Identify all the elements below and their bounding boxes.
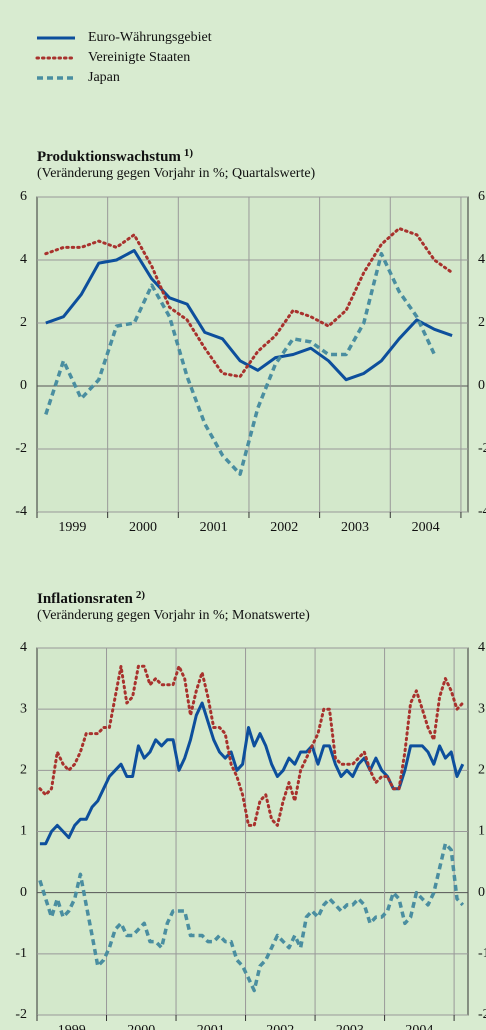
y2-tick-label: 0 <box>478 885 485 900</box>
y2-tick-label: 3 <box>478 701 485 716</box>
chart-title: Produktionswachstum 1) <box>37 147 193 166</box>
chart-subtitle: (Veränderung gegen Vorjahr in %; Monatsw… <box>37 608 310 623</box>
footnote-mark: 1) <box>184 147 194 159</box>
y-tick-label: -4 <box>15 504 27 519</box>
x-tick-label: 2004 <box>412 520 440 535</box>
y2-tick-label: 6 <box>478 189 485 204</box>
y2-tick-label: 2 <box>478 763 485 778</box>
x-tick-label: 2001 <box>197 1023 225 1030</box>
x-tick-label: 2004 <box>405 1023 433 1030</box>
y2-tick-label: 4 <box>478 640 485 655</box>
x-tick-label: 2001 <box>200 520 228 535</box>
y-tick-label: 4 <box>20 640 27 655</box>
y-tick-label: 2 <box>20 315 27 330</box>
y-tick-label: -2 <box>15 1007 27 1022</box>
x-tick-label: 2002 <box>270 520 298 535</box>
footnote-mark: 2) <box>136 589 146 601</box>
x-tick-label: 2003 <box>341 520 369 535</box>
y2-tick-label: 4 <box>478 252 485 267</box>
x-tick-label: 2000 <box>129 520 157 535</box>
plot-area <box>36 196 469 513</box>
y-tick-label: 3 <box>20 701 27 716</box>
y2-tick-label: 0 <box>478 378 485 393</box>
y2-tick-label: -2 <box>478 1007 486 1022</box>
chart-title: Inflationsraten 2) <box>37 589 145 608</box>
x-tick-label: 1999 <box>58 1023 86 1030</box>
chart-title-text: Inflationsraten <box>37 591 133 607</box>
series-line <box>44 227 454 379</box>
y-tick-label: 2 <box>20 763 27 778</box>
y-tick-label: -1 <box>15 946 27 961</box>
series-line <box>38 664 465 827</box>
y-tick-label: 0 <box>20 378 27 393</box>
y-tick-label: 1 <box>20 824 27 839</box>
series-line <box>38 841 465 993</box>
y2-tick-label: -4 <box>478 504 486 519</box>
chart-title-text: Produktionswachstum <box>37 149 181 165</box>
y-tick-label: 6 <box>20 189 27 204</box>
legend-label: Euro-Währungsgebiet <box>88 30 212 45</box>
x-tick-label: 2003 <box>336 1023 364 1030</box>
y2-tick-label: 2 <box>478 315 485 330</box>
y-tick-label: -2 <box>15 441 27 456</box>
x-tick-label: 2000 <box>127 1023 155 1030</box>
series-line <box>39 701 465 846</box>
y2-tick-label: -1 <box>478 946 486 961</box>
legend-label: Japan <box>88 70 120 85</box>
x-tick-label: 2002 <box>266 1023 294 1030</box>
legend-label: Vereinigte Staaten <box>88 50 190 65</box>
x-tick-label: 1999 <box>58 520 86 535</box>
y2-tick-label: 1 <box>478 824 485 839</box>
y-tick-label: 4 <box>20 252 27 267</box>
chart-subtitle: (Veränderung gegen Vorjahr in %; Quartal… <box>37 166 316 181</box>
series-line <box>44 251 436 476</box>
series-line <box>45 249 453 382</box>
y2-tick-label: -2 <box>478 441 486 456</box>
y-tick-label: 0 <box>20 885 27 900</box>
